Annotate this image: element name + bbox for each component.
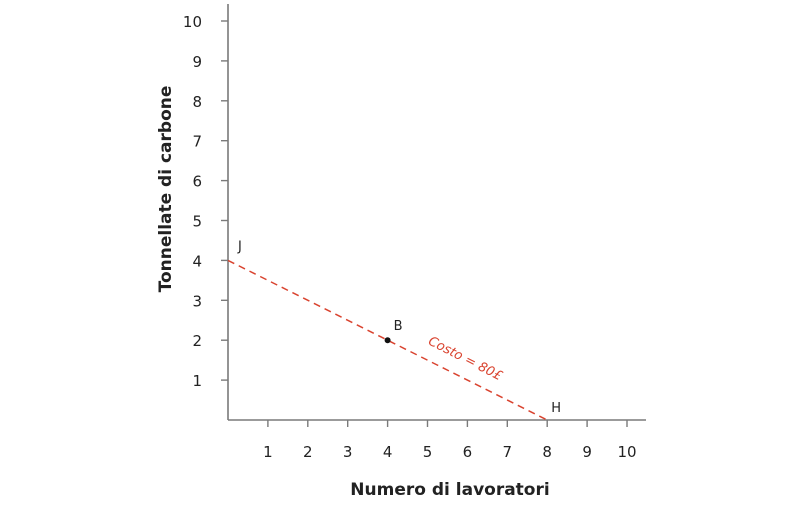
point-label-b: B (394, 319, 403, 334)
point-label-h: H (551, 401, 561, 416)
x-axis-title: Numero di lavoratori (350, 480, 549, 500)
x-tick-label: 5 (423, 443, 433, 461)
x-tick-label: 7 (503, 443, 513, 461)
y-tick-label: 1 (192, 372, 202, 390)
point-label-j: J (237, 239, 242, 254)
axes: 1 2 3 4 5 6 7 8 9 10 1 2 3 4 5 6 7 8 9 10 (183, 4, 646, 461)
y-tick-label: 7 (192, 133, 202, 151)
point-b-marker (384, 337, 391, 344)
x-tick-label: 6 (463, 443, 473, 461)
x-tick-label: 8 (542, 443, 552, 461)
y-tick-label: 9 (192, 53, 202, 71)
labels-layer: J B H Costo = 80£ (237, 239, 561, 416)
y-tick-label: 5 (192, 213, 202, 231)
y-tick-label: 4 (192, 252, 202, 270)
x-tick-label: 3 (343, 443, 353, 461)
x-tick-label: 9 (582, 443, 592, 461)
y-tick-label: 10 (183, 13, 202, 31)
y-tick-label: 2 (192, 332, 202, 350)
cost-line-label: Costo = 80£ (426, 334, 505, 384)
x-tick-label: 4 (383, 443, 393, 461)
x-tick-label: 10 (617, 443, 636, 461)
y-tick-label: 3 (192, 292, 202, 310)
x-tick-label: 1 (263, 443, 273, 461)
x-tick-label: 2 (303, 443, 313, 461)
y-tick-label: 6 (192, 173, 202, 191)
y-tick-label: 8 (192, 93, 202, 111)
y-axis-title: Tonnellate di carbone (156, 86, 176, 293)
